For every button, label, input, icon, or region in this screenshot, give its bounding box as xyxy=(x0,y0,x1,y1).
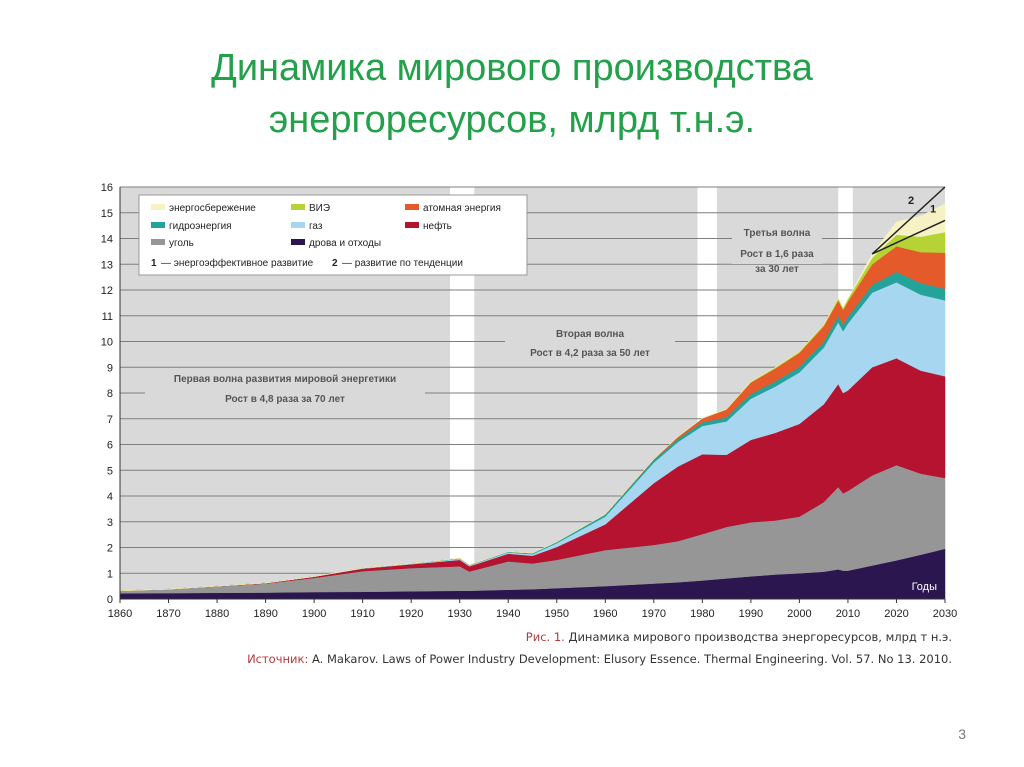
x-tick-label-2000: 2000 xyxy=(787,608,811,620)
area-энергосбережение xyxy=(119,203,946,592)
y-tick-label-5: 5 xyxy=(107,465,113,477)
x-tick-label-1950: 1950 xyxy=(545,608,569,620)
y-tick-label-6: 6 xyxy=(107,440,113,452)
legend-label-уголь: уголь xyxy=(169,238,194,249)
slide-title: Динамика мирового производства энергорес… xyxy=(0,42,1024,146)
legend-label-газ: газ xyxy=(309,221,323,232)
x-tick-label-1970: 1970 xyxy=(642,608,666,620)
y-tick-label-14: 14 xyxy=(101,234,113,246)
source-label: Источник: xyxy=(247,652,309,666)
y-tick-label-15: 15 xyxy=(101,208,113,220)
wave-label-bg-1 xyxy=(145,369,425,409)
y-tick-label-9: 9 xyxy=(107,362,113,374)
legend-swatch-гидроэнергия xyxy=(151,222,165,228)
legend-swatch-дрова-и-отходы xyxy=(291,239,305,245)
wave-label-bg-4 xyxy=(732,223,822,264)
y-tick-label-13: 13 xyxy=(101,259,113,271)
x-axis-label: Годы xyxy=(912,581,938,593)
x-tick-label-1920: 1920 xyxy=(399,608,423,620)
y-tick-label-11: 11 xyxy=(102,311,113,323)
page-number: 3 xyxy=(958,726,966,742)
legend-label-гидроэнергия: гидроэнергия xyxy=(169,221,232,232)
scenario-line-2 xyxy=(871,186,946,255)
x-tick-label-1960: 1960 xyxy=(593,608,617,620)
y-tick-label-2: 2 xyxy=(107,543,113,555)
wave-title-1: Первая волна развития мировой энергетики xyxy=(174,374,396,385)
x-tick-label-1930: 1930 xyxy=(447,608,471,620)
legend-swatch-виэ xyxy=(291,204,305,210)
x-tick-label-1910: 1910 xyxy=(350,608,374,620)
figure-caption-text: Динамика мирового производства энергорес… xyxy=(568,630,952,644)
legend-scenario-2-num: 2 xyxy=(332,258,338,269)
y-tick-label-3: 3 xyxy=(107,517,113,529)
y-tick-label-8: 8 xyxy=(107,388,113,400)
legend-swatch-атомная-энергия xyxy=(405,204,419,210)
y-tick-label-7: 7 xyxy=(107,414,113,426)
legend-swatch-нефть xyxy=(405,222,419,228)
legend-label-виэ: ВИЭ xyxy=(309,203,330,214)
x-tick-label-1940: 1940 xyxy=(496,608,520,620)
figure-caption-label: Рис. 1. xyxy=(525,630,565,644)
x-tick-label-2030: 2030 xyxy=(933,608,957,620)
wave-subtitle-2: Рост в 4,2 раза за 50 лет xyxy=(530,348,650,359)
x-tick-label-1870: 1870 xyxy=(156,608,180,620)
scenario-line-1 xyxy=(871,219,946,255)
wave-title-4: Третья волна xyxy=(744,228,811,239)
scenario-label-1: 1 xyxy=(930,203,936,215)
x-tick-label-2020: 2020 xyxy=(884,608,908,620)
legend-scenario-1-num: 1 xyxy=(151,258,157,269)
legend-swatch-уголь xyxy=(151,239,165,245)
legend-scenario-2-text: — развитие по тенденции xyxy=(342,258,463,269)
wave-label-bg-2 xyxy=(505,324,675,363)
source-text: A. Makarov. Laws of Power Industry Devel… xyxy=(312,652,952,666)
legend-label-атомная-энергия: атомная энергия xyxy=(423,203,501,214)
y-tick-label-12: 12 xyxy=(101,285,113,297)
x-tick-label-1890: 1890 xyxy=(253,608,277,620)
legend-swatch-газ xyxy=(291,222,305,228)
x-tick-label-1860: 1860 xyxy=(108,608,132,620)
y-tick-label-4: 4 xyxy=(107,491,113,503)
x-tick-label-1980: 1980 xyxy=(690,608,714,620)
y-tick-label-16: 16 xyxy=(101,182,113,194)
x-tick-label-2010: 2010 xyxy=(836,608,860,620)
figure-source: Источник: A. Makarov. Laws of Power Indu… xyxy=(0,652,952,666)
x-tick-label-1900: 1900 xyxy=(302,608,326,620)
slide-title-line-2: энергоресурсов, млрд т.н.э. xyxy=(268,99,756,141)
wave-subtitle-4-cont: за 30 лет xyxy=(755,264,799,275)
figure-caption: Рис. 1. Динамика мирового производства э… xyxy=(0,630,952,644)
x-tick-label-1880: 1880 xyxy=(205,608,229,620)
y-tick-label-1: 1 xyxy=(107,568,113,580)
slide-title-line-1: Динамика мирового производства xyxy=(211,47,813,89)
wave-title-2: Вторая волна xyxy=(556,329,625,340)
wave-subtitle-4: Рост в 1,6 раза xyxy=(740,249,814,260)
wave-subtitle-1: Рост в 4,8 раза за 70 лет xyxy=(225,394,345,405)
legend-label-энергосбережение: энергосбережение xyxy=(169,202,256,214)
scenario-label-2: 2 xyxy=(908,195,914,207)
legend-label-дрова-и-отходы: дрова и отходы xyxy=(309,238,381,249)
legend-label-нефть: нефть xyxy=(423,220,452,232)
y-tick-label-0: 0 xyxy=(107,594,113,606)
legend-swatch-энергосбережение xyxy=(151,204,165,210)
legend-box xyxy=(138,194,528,276)
legend-scenario-1-text: — энергоэффективное развитие xyxy=(161,257,314,269)
x-tick-label-1990: 1990 xyxy=(739,608,763,620)
y-tick-label-10: 10 xyxy=(101,337,113,349)
